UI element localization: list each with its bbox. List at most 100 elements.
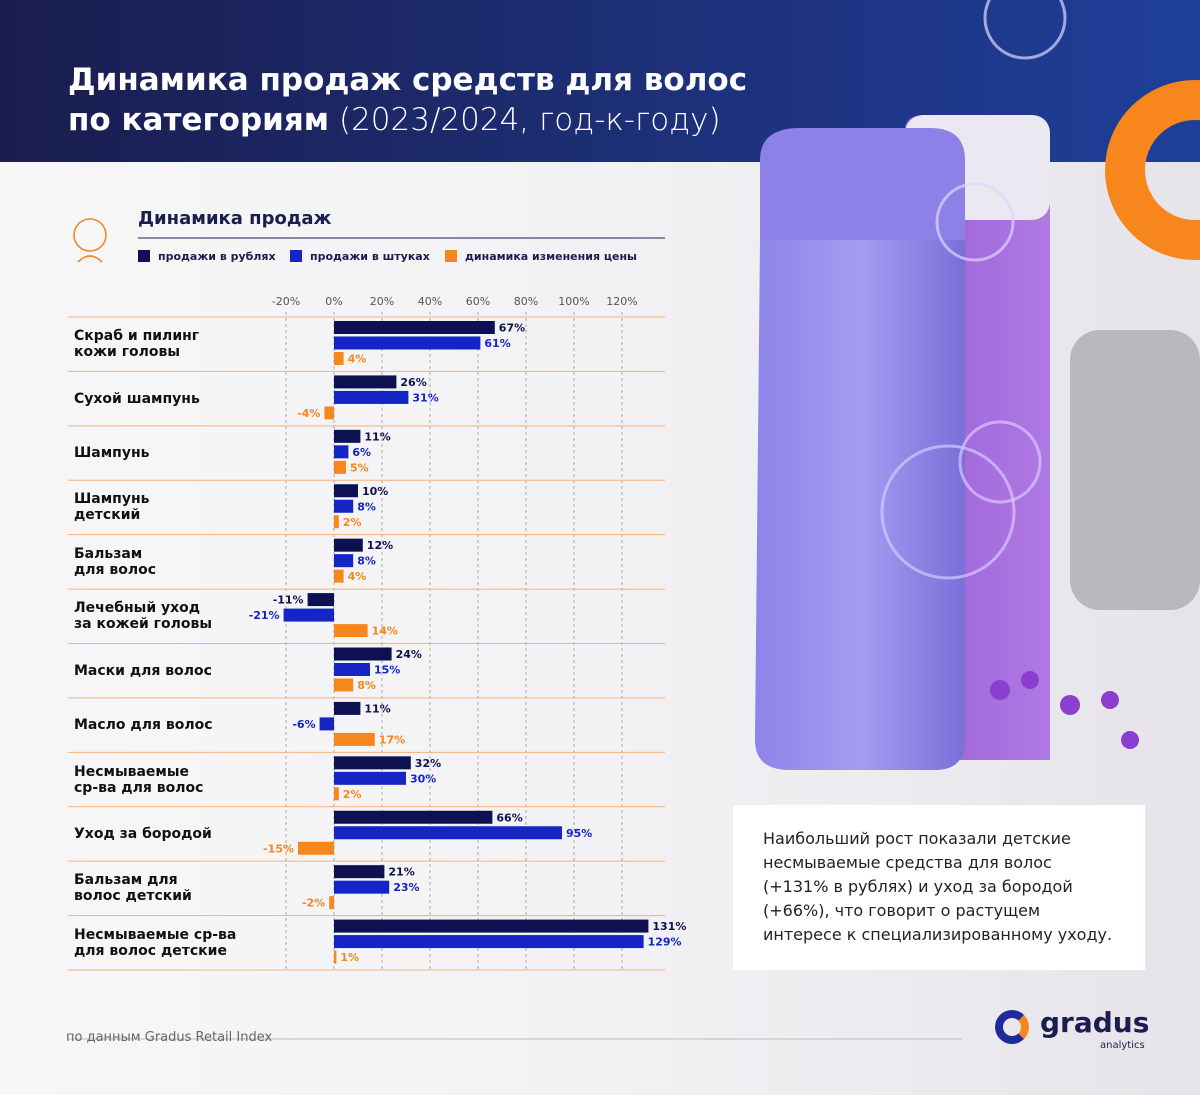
value-label: 24%	[396, 648, 422, 661]
bar	[334, 826, 562, 840]
bar	[334, 787, 339, 801]
bar	[334, 624, 368, 638]
value-label: 2%	[343, 788, 362, 801]
value-label: 5%	[350, 461, 369, 474]
value-label: 67%	[499, 322, 525, 335]
bar	[334, 429, 361, 443]
legend-label: продажи в рублях	[158, 250, 276, 263]
x-tick-label: 100%	[558, 295, 589, 308]
category-label: Бальзам для волос	[74, 545, 157, 578]
value-label: -15%	[263, 842, 294, 855]
bar	[334, 919, 649, 933]
bar	[334, 950, 337, 964]
category-label: Бальзам для волос детский	[74, 872, 192, 905]
category-label: Несмываемые ср-ва для волос детские	[74, 926, 237, 959]
value-label: 11%	[364, 702, 390, 715]
category-label: Шампунь детский	[74, 491, 150, 524]
bar	[329, 896, 334, 910]
value-label: 15%	[374, 664, 400, 677]
bar	[334, 569, 344, 583]
legend-label: динамика изменения цены	[465, 250, 637, 263]
bar	[334, 554, 354, 568]
x-tick-label: 80%	[514, 295, 538, 308]
x-tick-label: 20%	[370, 295, 394, 308]
bar	[334, 499, 354, 513]
page-title: Динамика продаж средств для волос по кат…	[68, 60, 747, 140]
legend-swatch	[445, 250, 457, 262]
bar	[334, 484, 358, 498]
note-box: Наибольший рост показали детские несмыва…	[733, 805, 1145, 970]
bar	[334, 880, 390, 894]
legend-swatch	[138, 250, 150, 262]
category-label: Несмываемые ср-ва для волос	[74, 763, 204, 796]
value-label: 95%	[566, 827, 592, 840]
value-label: 30%	[410, 772, 436, 785]
bar	[334, 647, 392, 661]
value-label: 2%	[343, 516, 362, 529]
logo-icon	[995, 1010, 1029, 1044]
value-label: -21%	[249, 609, 280, 622]
x-tick-label: -20%	[272, 295, 300, 308]
value-label: 4%	[348, 570, 367, 583]
value-label: -4%	[297, 407, 320, 420]
bar	[334, 663, 370, 676]
x-tick-label: 0%	[325, 295, 342, 308]
value-label: -2%	[302, 897, 325, 910]
bar	[334, 701, 361, 715]
value-label: 21%	[388, 866, 414, 879]
bar	[334, 732, 375, 746]
bar	[334, 460, 346, 474]
value-label: 61%	[484, 337, 510, 350]
title-light: (2023/2024, год-к-году)	[338, 102, 721, 138]
logo-sub: analytics	[1100, 1040, 1145, 1051]
bar	[324, 406, 334, 420]
bar	[319, 717, 334, 731]
source: по данным Gradus Retail Index	[66, 1030, 273, 1045]
bar	[334, 865, 385, 879]
value-label: 4%	[348, 353, 367, 366]
x-tick-label: 40%	[418, 295, 442, 308]
bar	[334, 935, 644, 949]
value-label: 8%	[357, 679, 376, 692]
chart-title: Динамика продаж	[138, 208, 332, 229]
value-label: 12%	[367, 539, 393, 552]
value-label: 8%	[357, 555, 376, 568]
value-label: 10%	[362, 485, 388, 498]
value-label: 32%	[415, 757, 441, 770]
logo-name: gradus	[1040, 1006, 1150, 1039]
bar	[334, 336, 481, 350]
x-tick-label: 120%	[606, 295, 637, 308]
value-label: 11%	[364, 430, 390, 443]
value-label: 6%	[352, 446, 371, 459]
category-label: Масло для волос	[74, 717, 213, 734]
bar	[334, 810, 493, 824]
bar	[334, 515, 339, 529]
x-tick-label: 60%	[466, 295, 490, 308]
value-label: 17%	[379, 733, 405, 746]
bar	[334, 321, 495, 334]
value-label: 14%	[372, 625, 398, 638]
category-label: Скраб и пилинг кожи головы	[74, 328, 200, 361]
value-label: -11%	[273, 594, 304, 607]
value-label: 23%	[393, 881, 419, 894]
value-label: 8%	[357, 500, 376, 513]
value-label: 131%	[652, 920, 686, 933]
value-label: 1%	[340, 951, 359, 964]
value-label: 129%	[648, 936, 682, 949]
value-label: 31%	[412, 391, 438, 404]
bar	[334, 445, 349, 459]
bar	[334, 678, 354, 692]
bar	[334, 771, 406, 785]
value-label: 66%	[496, 811, 522, 824]
category-label: Маски для волос	[74, 662, 212, 679]
category-label: Шампунь	[74, 445, 150, 462]
bar	[334, 390, 409, 404]
category-label: Лечебный уход за кожей головы	[74, 600, 213, 633]
category-label: Уход за бородой	[74, 825, 212, 842]
value-label: 26%	[400, 376, 426, 389]
bar	[283, 608, 334, 622]
chart-icon	[73, 218, 107, 263]
